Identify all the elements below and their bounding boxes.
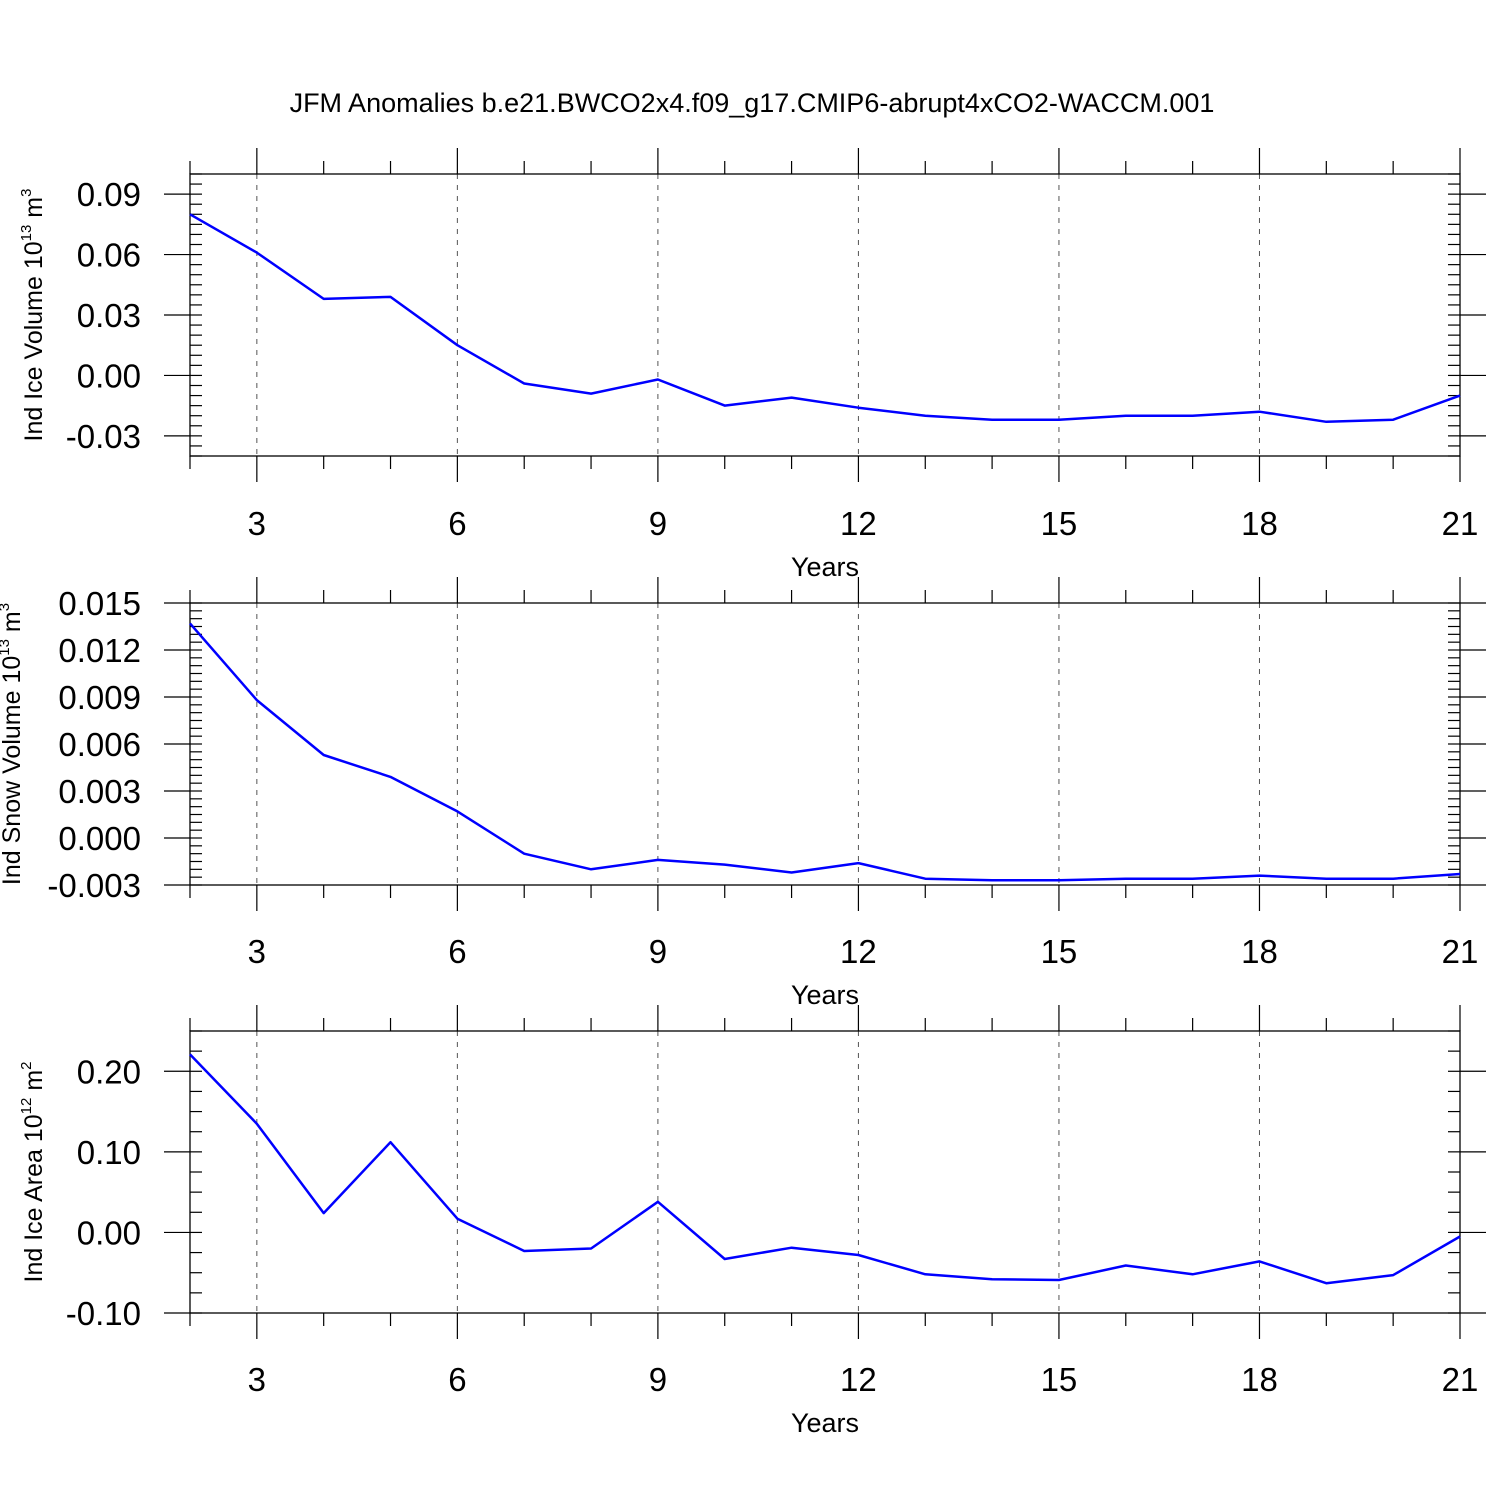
plot-frame [189,602,1461,886]
panel-ice-area: -0.10 0.00 0.10 0.20 3 6 9 12 15 18 21 Years Ind Ice… [18,1005,1486,1438]
y-axis-label: Ind Ice Volume 1013 m3 [18,189,48,442]
y-tick-label: 0.006 [58,726,141,763]
x-tick-label: 12 [840,933,877,970]
y-axis-label-text: Ind Snow Volume 10 [0,656,26,885]
x-tick-label: 6 [448,505,466,542]
y-tick-label: 0.10 [77,1134,141,1171]
x-tick-label: 9 [649,1361,667,1398]
x-tick-label: 12 [840,505,877,542]
y-tick-label: -0.10 [66,1295,141,1332]
y-tick-label: -0.003 [47,867,141,904]
x-axis-label: Years [791,552,859,582]
y-axis-label-superscript: 2 [18,1062,35,1070]
x-tick-label: 18 [1241,505,1278,542]
y-tick-label: 0.00 [77,1214,141,1251]
y-tick-label: 0.012 [58,632,141,669]
y-axis-label: Ind Snow Volume 1013 m3 [0,603,26,885]
x-tick-label: 18 [1241,1361,1278,1398]
y-axis-label-text: Ind Ice Volume 10 [20,241,48,441]
y-tick-label: -0.03 [66,418,141,455]
series-line [189,1053,1461,1285]
y-tick-label: 0.003 [58,773,141,810]
y-axis-label: Ind Ice Area 1012 m2 [18,1062,48,1283]
x-tick-label: 15 [1041,1361,1078,1398]
y-axis-label-text: m [0,611,26,639]
chart-title: JFM Anomalies b.e21.BWCO2x4.f09_g17.CMIP… [290,88,1215,118]
y-axis-label-text: m [20,1070,48,1098]
y-axis-label-text: m [20,197,48,225]
y-tick-label: 0.03 [77,297,141,334]
y-tick-label: 0.09 [77,176,141,213]
x-tick-label: 21 [1442,505,1479,542]
y-axis-label-superscript: 3 [0,603,13,611]
y-tick-label: 0.000 [58,820,141,857]
y-axis-label-superscript: 12 [18,1098,35,1115]
panel-snow-volume: -0.003 0.000 0.003 0.006 0.009 0.012 0.015 3 6 9 1… [0,577,1486,1010]
x-tick-label: 9 [649,933,667,970]
x-tick-label: 6 [448,933,466,970]
x-tick-label: 9 [649,505,667,542]
x-tick-label: 21 [1442,933,1479,970]
x-tick-label: 3 [248,933,266,970]
y-tick-label: 0.009 [58,679,141,716]
panel-ice-volume: -0.03 0.00 0.03 0.06 0.09 3 6 9 12 15 18 21 Years Ind… [18,148,1486,582]
x-tick-label: 18 [1241,933,1278,970]
x-tick-label: 15 [1041,933,1078,970]
y-tick-label: 0.00 [77,357,141,394]
x-tick-label: 3 [248,505,266,542]
x-tick-label: 12 [840,1361,877,1398]
y-tick-label: 0.015 [58,585,141,622]
x-tick-label: 3 [248,1361,266,1398]
y-tick-label: 0.20 [77,1053,141,1090]
x-tick-label: 15 [1041,505,1078,542]
y-axis-label-text: Ind Ice Area 10 [20,1114,48,1282]
y-tick-label: 0.06 [77,237,141,274]
x-tick-label: 6 [448,1361,466,1398]
x-axis-label: Years [791,1408,859,1438]
plot-frame [189,1030,1461,1314]
x-axis-label: Years [791,980,859,1010]
series-line [189,213,1461,424]
y-axis-label-superscript: 13 [0,639,13,656]
y-axis-label-superscript: 13 [18,225,35,242]
series-line [189,622,1461,882]
y-axis-label-superscript: 3 [18,189,35,197]
x-tick-label: 21 [1442,1361,1479,1398]
